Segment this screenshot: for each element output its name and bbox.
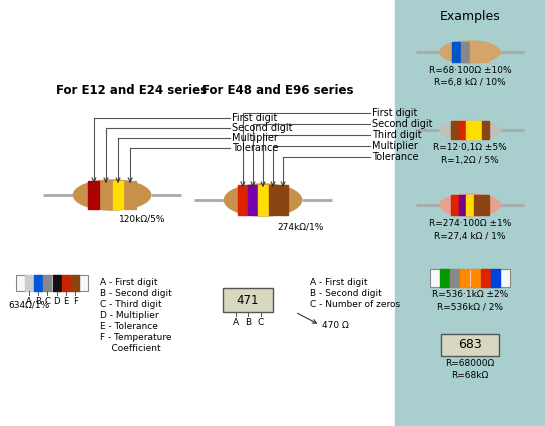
Text: Second digit: Second digit: [232, 123, 293, 133]
Bar: [452, 42, 460, 62]
Text: Second digit: Second digit: [372, 119, 433, 129]
Text: Coefficient: Coefficient: [100, 344, 161, 353]
Bar: [44, 275, 51, 291]
Bar: [482, 195, 489, 215]
Bar: [440, 269, 449, 287]
Bar: [450, 269, 459, 287]
Text: A - First digit: A - First digit: [100, 278, 158, 287]
Text: Examples: Examples: [440, 10, 500, 23]
Bar: [451, 195, 458, 215]
Bar: [100, 181, 111, 209]
Bar: [458, 195, 465, 215]
Text: B - Second digit: B - Second digit: [310, 289, 381, 298]
Text: First digit: First digit: [372, 108, 417, 118]
Text: D - Multiplier: D - Multiplier: [100, 311, 159, 320]
Text: A: A: [232, 318, 239, 327]
Text: R=536·1kΩ ±2%
R=536kΩ / 2%: R=536·1kΩ ±2% R=536kΩ / 2%: [432, 290, 508, 311]
Text: B: B: [245, 318, 251, 327]
Bar: [474, 195, 481, 215]
Text: B: B: [35, 297, 41, 306]
Text: R=68000Ω
R=68kΩ: R=68000Ω R=68kΩ: [445, 359, 495, 380]
Text: R=68·100Ω ±10%
R=6,8 kΩ / 10%: R=68·100Ω ±10% R=6,8 kΩ / 10%: [429, 66, 511, 87]
Bar: [62, 275, 70, 291]
Bar: [258, 185, 268, 215]
Bar: [34, 275, 42, 291]
Text: R=12·0,1Ω ±5%
R=1,2Ω / 5%: R=12·0,1Ω ±5% R=1,2Ω / 5%: [433, 143, 507, 164]
Text: R=274·100Ω ±1%
R=27,4 kΩ / 1%: R=274·100Ω ±1% R=27,4 kΩ / 1%: [429, 219, 511, 241]
Text: F - Temperature: F - Temperature: [100, 333, 172, 342]
Bar: [474, 121, 481, 139]
Bar: [238, 185, 247, 215]
Bar: [223, 288, 273, 312]
Bar: [451, 121, 458, 139]
Text: B - Second digit: B - Second digit: [100, 289, 172, 298]
Bar: [278, 185, 288, 215]
Ellipse shape: [440, 41, 500, 63]
Ellipse shape: [440, 120, 500, 140]
Text: 120kΩ/5%: 120kΩ/5%: [119, 215, 165, 224]
Text: For E48 and E96 series: For E48 and E96 series: [202, 84, 354, 97]
Text: E: E: [63, 297, 69, 306]
Bar: [269, 185, 277, 215]
Text: 471: 471: [237, 294, 259, 306]
Text: E - Tolerance: E - Tolerance: [100, 322, 158, 331]
Bar: [461, 269, 469, 287]
Text: Multiplier: Multiplier: [232, 133, 278, 143]
Ellipse shape: [74, 180, 150, 210]
Bar: [16, 275, 88, 291]
Bar: [480, 42, 488, 62]
Text: 683: 683: [458, 339, 482, 351]
Bar: [467, 121, 474, 139]
Text: Tolerance: Tolerance: [232, 143, 278, 153]
Text: F: F: [72, 297, 77, 306]
Bar: [471, 269, 480, 287]
Bar: [467, 195, 474, 215]
Bar: [470, 42, 479, 62]
Bar: [492, 269, 500, 287]
Bar: [481, 269, 490, 287]
Bar: [25, 275, 33, 291]
Bar: [441, 334, 499, 356]
Ellipse shape: [440, 194, 500, 216]
Text: For E12 and E24 series: For E12 and E24 series: [57, 84, 208, 97]
Bar: [458, 121, 465, 139]
Bar: [113, 181, 124, 209]
Text: D: D: [53, 297, 60, 306]
Text: 274kΩ/1%: 274kΩ/1%: [278, 222, 324, 231]
Text: C - Third digit: C - Third digit: [100, 300, 162, 309]
Text: 634Ω/1%: 634Ω/1%: [8, 300, 49, 309]
Bar: [125, 181, 136, 209]
Bar: [430, 269, 510, 287]
Text: First digit: First digit: [232, 113, 277, 123]
Bar: [88, 181, 99, 209]
Text: A: A: [26, 297, 32, 306]
Bar: [53, 275, 60, 291]
Bar: [461, 42, 470, 62]
Text: 470 Ω: 470 Ω: [322, 320, 349, 329]
Text: Multiplier: Multiplier: [372, 141, 418, 151]
Bar: [71, 275, 79, 291]
Text: Third digit: Third digit: [372, 130, 422, 140]
Text: Tolerance: Tolerance: [372, 152, 419, 162]
Bar: [482, 121, 489, 139]
Text: C: C: [257, 318, 264, 327]
Text: A - First digit: A - First digit: [310, 278, 367, 287]
Bar: [395, 0, 545, 426]
Text: C - Number of zeros: C - Number of zeros: [310, 300, 400, 309]
Bar: [249, 185, 257, 215]
Text: C: C: [45, 297, 50, 306]
Ellipse shape: [225, 184, 301, 216]
